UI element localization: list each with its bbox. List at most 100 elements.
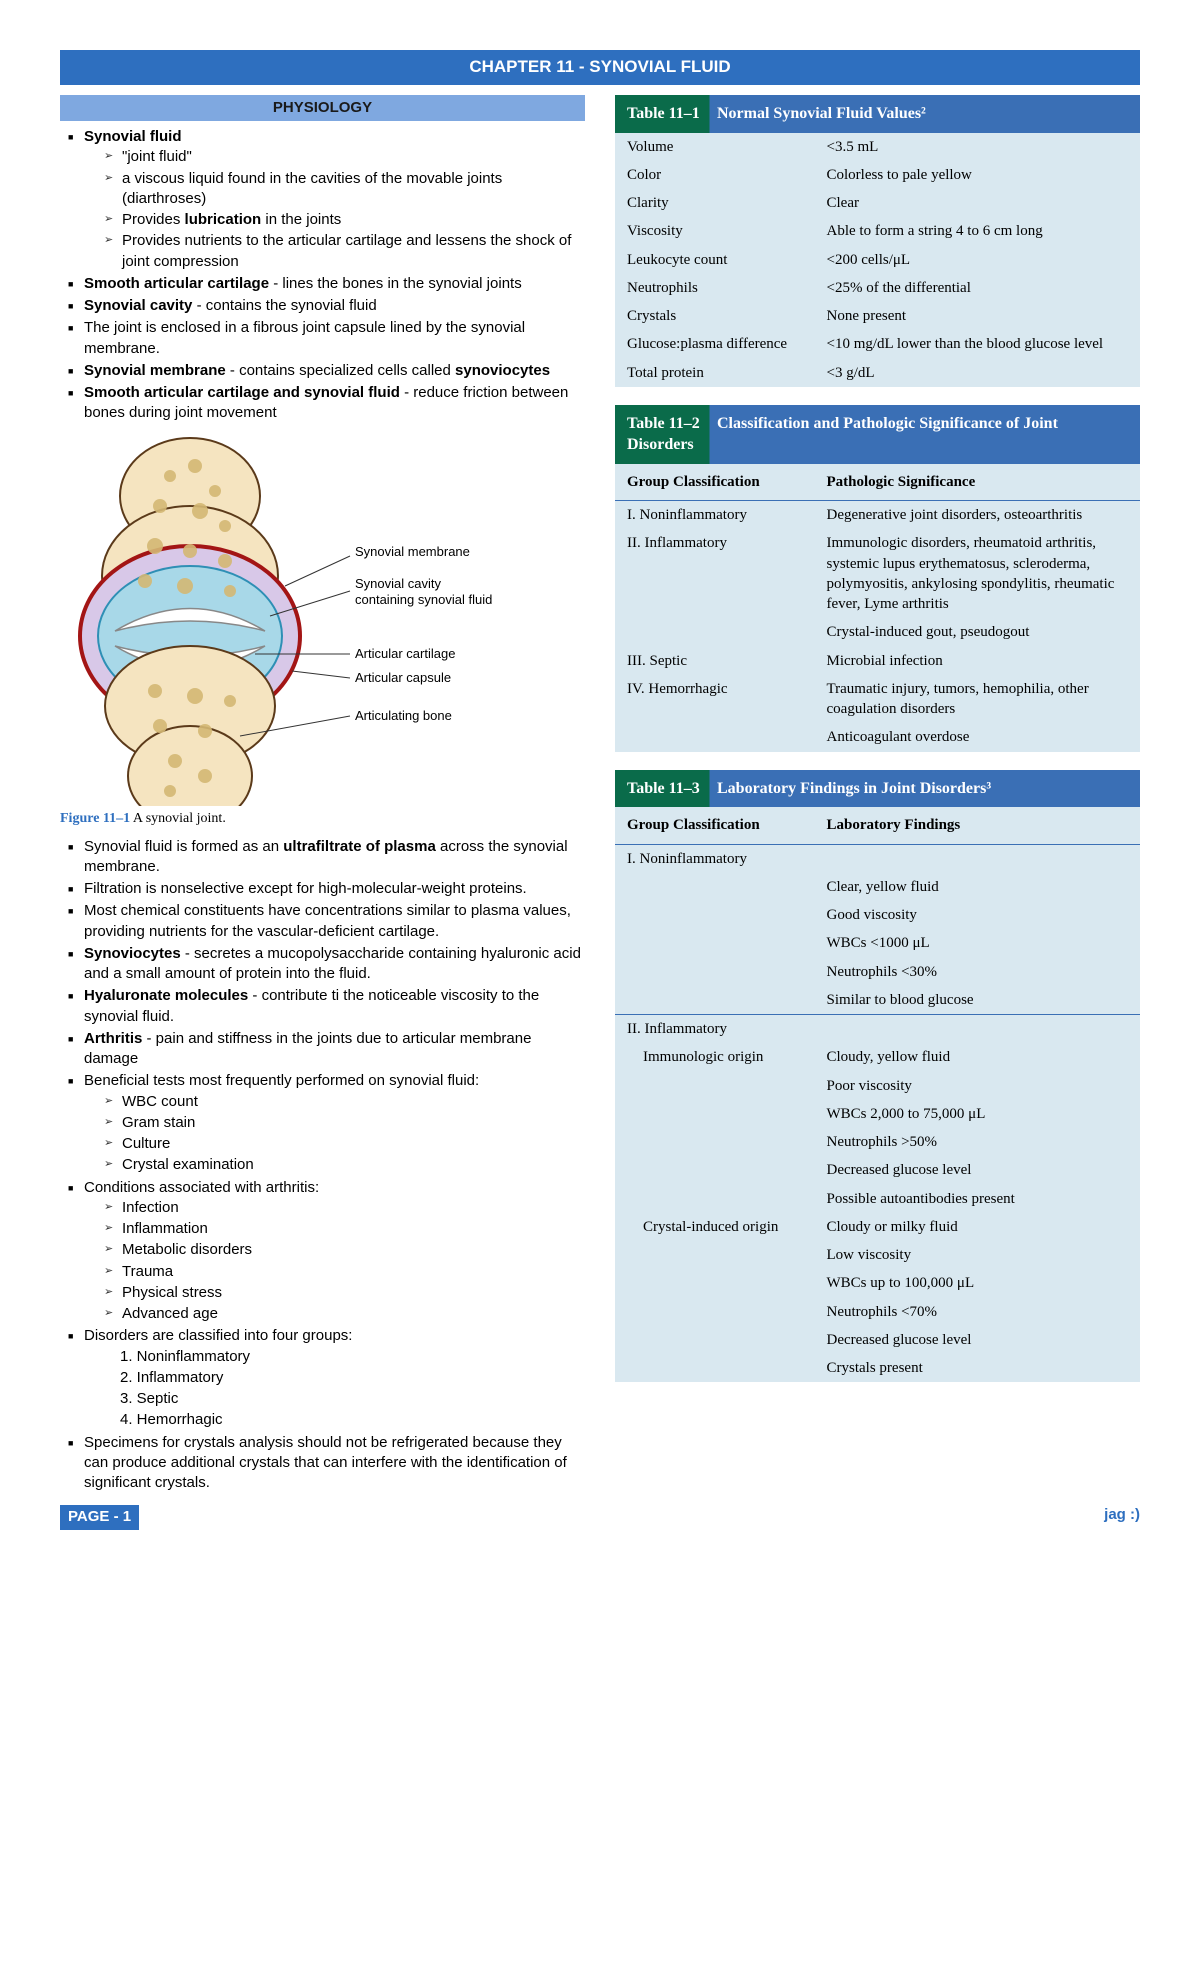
cell	[615, 1185, 815, 1213]
cell: Neutrophils	[615, 274, 815, 302]
table-row: WBCs 2,000 to 75,000 μL	[615, 1100, 1140, 1128]
cell: Total protein	[615, 359, 815, 387]
t: - lines the bones in the synovial joints	[269, 275, 522, 292]
table-row: Neutrophils <30%	[615, 958, 1140, 986]
bullet: Smooth articular cartilage - lines the b…	[68, 274, 585, 294]
sub: Provides nutrients to the articular cart…	[104, 231, 585, 272]
cell	[815, 844, 1141, 873]
sub: Culture	[104, 1134, 585, 1154]
sub: "joint fluid"	[104, 147, 585, 167]
table-row: Glucose:plasma difference<10 mg/dL lower…	[615, 330, 1140, 358]
table-row: Decreased glucose level	[615, 1326, 1140, 1354]
table-row: Crystals present	[615, 1354, 1140, 1382]
bullet: Disorders are classified into four group…	[68, 1326, 585, 1430]
table-row: III. SepticMicrobial infection	[615, 647, 1140, 675]
cell: Low viscosity	[815, 1241, 1141, 1269]
cell: Poor viscosity	[815, 1072, 1141, 1100]
col-head: Group Classification	[615, 807, 815, 844]
t: Beneficial tests most frequently perform…	[84, 1072, 479, 1089]
cell	[615, 618, 815, 646]
cell: <200 cells/μL	[815, 246, 1141, 274]
cell: Cloudy or milky fluid	[815, 1213, 1141, 1241]
sub: a viscous liquid found in the cavities o…	[104, 169, 585, 210]
table-row: WBCs up to 100,000 μL	[615, 1269, 1140, 1297]
t: - contains the synovial fluid	[192, 297, 376, 314]
table-row: WBCs <1000 μL	[615, 929, 1140, 957]
table-row: Immunologic originCloudy, yellow fluid	[615, 1043, 1140, 1071]
cell: Crystals present	[815, 1354, 1141, 1382]
cell	[615, 1156, 815, 1184]
cell: Degenerative joint disorders, osteoarthr…	[815, 501, 1141, 530]
table-row: Neutrophils >50%	[615, 1128, 1140, 1156]
cell: Crystals	[615, 302, 815, 330]
cell: WBCs up to 100,000 μL	[815, 1269, 1141, 1297]
bullet: Beneficial tests most frequently perform…	[68, 1071, 585, 1175]
cell: Leukocyte count	[615, 246, 815, 274]
cell: Able to form a string 4 to 6 cm long	[815, 217, 1141, 245]
sub: Inflammation	[104, 1219, 585, 1239]
table-row: II. InflammatoryImmunologic disorders, r…	[615, 529, 1140, 618]
sub: Provides lubrication in the joints	[104, 210, 585, 230]
t: Synoviocytes	[84, 945, 181, 962]
table-row: I. Noninflammatory	[615, 844, 1140, 873]
cell: WBCs 2,000 to 75,000 μL	[815, 1100, 1141, 1128]
t: Synovial cavity	[84, 297, 192, 314]
col-head: Pathologic Significance	[815, 464, 1141, 501]
col-head: Laboratory Findings	[815, 807, 1141, 844]
cell: Decreased glucose level	[815, 1326, 1141, 1354]
fig-label: containing synovial fluid	[355, 592, 492, 607]
table-row: Decreased glucose level	[615, 1156, 1140, 1184]
cell	[615, 1269, 815, 1297]
text: Synovial fluid	[84, 128, 182, 145]
t: ultrafiltrate of plasma	[283, 838, 436, 855]
t: Disorders are classified into four group…	[84, 1327, 352, 1344]
fig-label: Articulating bone	[355, 708, 452, 723]
fig-label: Synovial membrane	[355, 544, 470, 559]
table-row: Possible autoantibodies present	[615, 1185, 1140, 1213]
cell: I. Noninflammatory	[615, 501, 815, 530]
sub: Infection	[104, 1198, 585, 1218]
cell: Clarity	[615, 189, 815, 217]
sub: Crystal examination	[104, 1155, 585, 1175]
figure-11-1: Synovial membrane Synovial cavity contai…	[60, 436, 585, 829]
table-11-3: Table 11–3Laboratory Findings in Joint D…	[615, 770, 1140, 1383]
page-footer: PAGE - 1 jag :)	[60, 1505, 1140, 1529]
table-row: Total protein<3 g/dL	[615, 359, 1140, 387]
table-row: ColorColorless to pale yellow	[615, 161, 1140, 189]
fig-label: Synovial cavity	[355, 576, 441, 591]
cell: Good viscosity	[815, 901, 1141, 929]
t: Synovial membrane	[84, 362, 226, 379]
author-sig: jag :)	[1104, 1505, 1140, 1529]
t: Smooth articular cartilage and synovial …	[84, 384, 400, 401]
cell	[615, 929, 815, 957]
sub: Metabolic disorders	[104, 1240, 585, 1260]
cell: <25% of the differential	[815, 274, 1141, 302]
cell: IV. Hemorrhagic	[615, 675, 815, 724]
table-title: Laboratory Findings in Joint Disorders³	[717, 780, 991, 797]
cell: Similar to blood glucose	[815, 986, 1141, 1015]
t: Conditions associated with arthritis:	[84, 1179, 319, 1196]
cell	[815, 1015, 1141, 1044]
t: Synovial fluid is formed as an	[84, 838, 283, 855]
cell: Cloudy, yellow fluid	[815, 1043, 1141, 1071]
cell: Decreased glucose level	[815, 1156, 1141, 1184]
bullet: Conditions associated with arthritis: In…	[68, 1178, 585, 1325]
cell	[615, 723, 815, 751]
bullet: Smooth articular cartilage and synovial …	[68, 383, 585, 424]
cell: II. Inflammatory	[615, 529, 815, 618]
t: Arthritis	[84, 1030, 142, 1047]
fig-text: A synovial joint.	[130, 811, 226, 826]
table-11-2: Table 11–2Classification and Pathologic …	[615, 405, 1140, 752]
cell	[615, 873, 815, 901]
cell: <10 mg/dL lower than the blood glucose l…	[815, 330, 1141, 358]
cell: I. Noninflammatory	[615, 844, 815, 873]
physiology-header: PHYSIOLOGY	[60, 95, 585, 121]
table-row: Anticoagulant overdose	[615, 723, 1140, 751]
cell: Volume	[615, 133, 815, 161]
cell: III. Septic	[615, 647, 815, 675]
table-row: ClarityClear	[615, 189, 1140, 217]
col-head: Group Classification	[615, 464, 815, 501]
cell: None present	[815, 302, 1141, 330]
t: synoviocytes	[455, 362, 550, 379]
cell: Neutrophils <70%	[815, 1298, 1141, 1326]
